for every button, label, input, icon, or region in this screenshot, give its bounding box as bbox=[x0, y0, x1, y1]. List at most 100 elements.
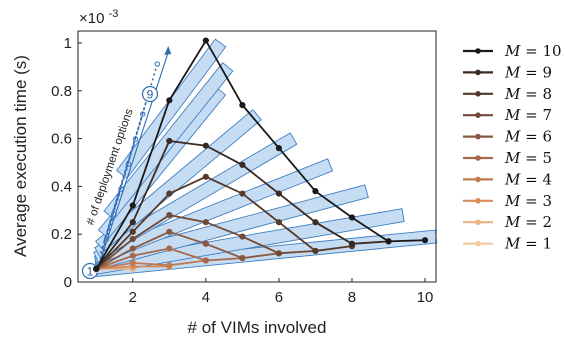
legend-marker bbox=[475, 155, 481, 161]
legend-marker bbox=[475, 48, 481, 54]
legend-marker bbox=[475, 219, 481, 225]
legend-label: M = 5 bbox=[504, 149, 552, 167]
legend-marker bbox=[475, 133, 481, 140]
data-point bbox=[166, 228, 173, 235]
end-circle-shape bbox=[141, 85, 159, 103]
data-point bbox=[385, 238, 392, 245]
data-point bbox=[166, 190, 173, 197]
y-exponent-label: ×10 -3 bbox=[79, 8, 118, 27]
legend-marker bbox=[475, 112, 481, 118]
data-point bbox=[348, 240, 356, 247]
data-point bbox=[129, 235, 136, 243]
annotation-marker bbox=[154, 61, 160, 67]
legend-entry: M = 5 bbox=[463, 149, 552, 167]
data-point bbox=[275, 219, 283, 226]
legend-entry: M = 6 bbox=[463, 128, 552, 146]
data-point bbox=[239, 190, 246, 197]
data-point bbox=[312, 247, 319, 255]
y-exponent-power: -3 bbox=[109, 8, 119, 20]
legend-entry: M = 9 bbox=[463, 63, 552, 81]
y-exponent-base: ×10 bbox=[79, 10, 104, 27]
data-point bbox=[312, 219, 319, 226]
legend-label: M = 10 bbox=[504, 42, 562, 60]
legend-label: M = 1 bbox=[504, 235, 552, 253]
legend-entry: M = 10 bbox=[463, 42, 562, 60]
data-point bbox=[166, 245, 173, 252]
highlight-bands bbox=[93, 38, 438, 277]
legend-label: M = 9 bbox=[504, 63, 552, 81]
highlight-band-4 bbox=[93, 158, 334, 265]
legend-entry: M = 3 bbox=[463, 192, 552, 210]
data-point bbox=[421, 237, 429, 244]
y-tick-label: 0 bbox=[64, 274, 72, 291]
legend-entry: M = 4 bbox=[463, 170, 552, 188]
x-tick-label: 10 bbox=[417, 289, 434, 306]
annotation-arrowhead bbox=[164, 46, 172, 56]
x-tick-label: 4 bbox=[202, 289, 210, 306]
legend-marker bbox=[475, 240, 481, 247]
legend-entry: M = 7 bbox=[463, 106, 552, 124]
x-axis-label: # of VIMs involved bbox=[188, 318, 327, 337]
y-tick-label: 0.4 bbox=[51, 178, 72, 195]
data-point bbox=[202, 37, 209, 44]
data-point bbox=[312, 188, 319, 195]
dotted-connector bbox=[99, 188, 122, 255]
data-point bbox=[129, 252, 136, 259]
data-point bbox=[275, 250, 283, 257]
data-point bbox=[166, 137, 173, 145]
series-line bbox=[96, 259, 207, 270]
annotation-end-circle: 9 bbox=[141, 85, 159, 103]
legend-label: M = 6 bbox=[504, 128, 552, 146]
annotation-start-label: 1 bbox=[87, 265, 94, 279]
series-line bbox=[95, 230, 280, 270]
data-point bbox=[239, 233, 246, 240]
y-tick-label: 0.8 bbox=[51, 83, 72, 100]
highlight-band-6 bbox=[95, 109, 262, 252]
plot-area-frame bbox=[77, 30, 437, 283]
legend-marker bbox=[475, 91, 481, 97]
data-point bbox=[166, 211, 173, 219]
data-point bbox=[275, 145, 283, 152]
y-tick-label: 0.6 bbox=[51, 131, 72, 148]
x-tick-label: 6 bbox=[275, 289, 283, 306]
series-line bbox=[95, 175, 353, 270]
data-point bbox=[93, 265, 100, 272]
data-point bbox=[202, 240, 209, 247]
legend: M = 10 M = 9 M = 8 M = 7 M = 6 M = 5 M = 4 M = … bbox=[463, 42, 562, 253]
highlight-band-9 bbox=[115, 38, 227, 179]
data-point bbox=[129, 259, 136, 266]
data-point bbox=[202, 142, 209, 149]
data-point bbox=[129, 202, 136, 209]
axes: 2 4 6 8 10 0 0.2 0.4 0.6 0.8 1 bbox=[51, 35, 433, 306]
legend-marker bbox=[475, 198, 481, 204]
y-tick-label: 1 bbox=[64, 35, 72, 52]
legend-marker bbox=[475, 176, 481, 183]
series-lines bbox=[93, 37, 429, 274]
series-line bbox=[95, 38, 426, 270]
highlight-band-5 bbox=[94, 132, 298, 260]
data-point bbox=[129, 219, 136, 226]
data-point bbox=[239, 102, 246, 109]
dotted-connector bbox=[112, 88, 151, 212]
legend-label: M = 8 bbox=[504, 85, 552, 103]
annotation-end-label: 9 bbox=[147, 88, 154, 102]
series-m10 bbox=[93, 37, 429, 272]
data-point bbox=[166, 262, 173, 269]
legend-entry: M = 1 bbox=[463, 235, 552, 253]
legend-marker bbox=[475, 69, 481, 76]
x-tick-label: 8 bbox=[348, 289, 356, 306]
data-point bbox=[275, 190, 283, 197]
data-point bbox=[129, 228, 136, 235]
legend-entry: M = 8 bbox=[463, 85, 552, 103]
data-point bbox=[202, 219, 209, 226]
data-point bbox=[348, 214, 356, 221]
data-point bbox=[166, 97, 173, 104]
legend-label: M = 3 bbox=[504, 192, 552, 210]
data-point bbox=[202, 257, 209, 264]
data-point bbox=[239, 161, 246, 168]
data-point bbox=[202, 173, 209, 180]
legend-label: M = 4 bbox=[504, 170, 552, 188]
legend-label: M = 7 bbox=[504, 106, 552, 124]
legend-label: M = 2 bbox=[504, 213, 552, 231]
